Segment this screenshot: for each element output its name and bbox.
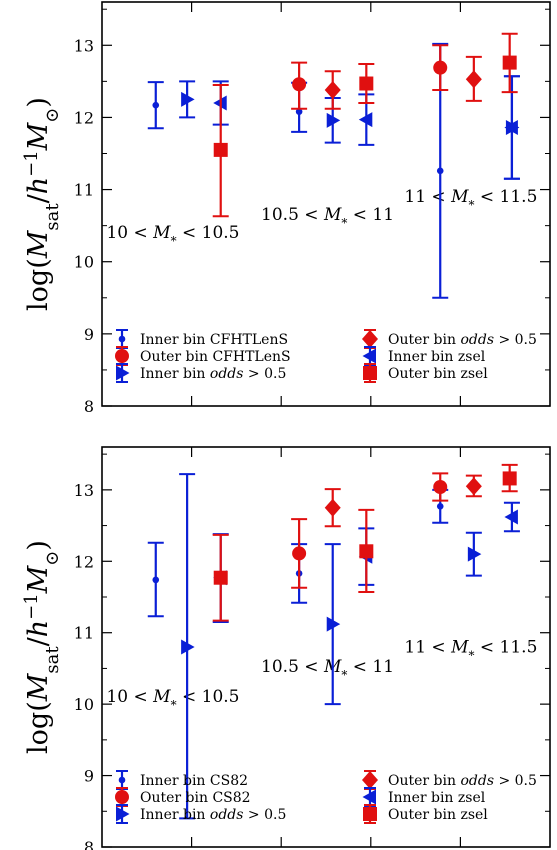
- data-point: [502, 471, 517, 486]
- legend-marker: [116, 365, 130, 381]
- data-point: [292, 546, 307, 561]
- data-point: [504, 509, 518, 525]
- legend-label: Inner bin odds > 0.5: [140, 366, 286, 382]
- legend-label: Outer bin odds > 0.5: [388, 773, 537, 789]
- mass-bin-annotation: 10 < M* < 10.5: [106, 223, 239, 248]
- legend-label: Inner bin CS82: [140, 773, 248, 789]
- data-point: [324, 81, 341, 100]
- data-point: [213, 570, 228, 585]
- legend-marker: [362, 789, 376, 805]
- legend-marker: [115, 790, 129, 804]
- legend-label: Outer bin CS82: [140, 790, 251, 806]
- y-tick-label: 11: [74, 181, 94, 200]
- legend-marker: [362, 771, 378, 789]
- data-point: [502, 55, 517, 70]
- legend-entry: Inner bin odds > 0.5: [116, 804, 286, 824]
- data-point: [326, 112, 341, 128]
- y-tick-label: 13: [74, 36, 94, 55]
- legend-entry: Outer bin odds > 0.5: [362, 329, 537, 349]
- data-point: [465, 70, 482, 89]
- plot-frame: [101, 1, 551, 407]
- y-tick-label: 8: [84, 397, 94, 416]
- plot-frame: [101, 446, 551, 848]
- legend-entry: Outer bin odds > 0.5: [362, 770, 537, 790]
- y-tick-label: 9: [84, 767, 94, 786]
- y-tick-label: 9: [84, 325, 94, 344]
- legend-label: Inner bin zsel: [388, 790, 486, 806]
- mass-bin-annotation: 11 < M* < 11.5: [404, 638, 537, 663]
- y-tick-label: 13: [74, 481, 94, 500]
- legend-marker: [363, 807, 377, 821]
- legend-marker: [115, 349, 129, 363]
- legend-marker: [362, 330, 378, 348]
- data-point: [433, 60, 448, 75]
- series-3: [324, 474, 482, 528]
- mass-bin-annotation: 11 < M* < 11.5: [404, 187, 537, 212]
- legend-entry: Inner bin CFHTLenS: [116, 329, 288, 349]
- data-point: [295, 108, 303, 115]
- data-point: [358, 112, 373, 128]
- data-point: [152, 101, 160, 109]
- panel-bottom: 8 9 10 11 12 13 log(Msat/h−1M⊙) 10 < M* < 10.5 1…: [21, 446, 551, 850]
- data-point: [436, 167, 444, 175]
- data-point: [436, 502, 444, 510]
- data-point: [181, 639, 195, 655]
- mass-bin-annotation: 10 < M* < 10.5: [106, 687, 239, 712]
- legend-label: Outer bin zsel: [388, 807, 488, 823]
- legend-marker: [116, 806, 130, 822]
- legend-marker: [362, 348, 376, 364]
- y-tick-label: 10: [74, 253, 94, 272]
- legend-entry: Outer bin zsel: [363, 363, 488, 383]
- data-point: [181, 91, 195, 107]
- series-3: [324, 55, 482, 110]
- legend-entry: Inner bin CS82: [116, 770, 248, 790]
- series-1: [291, 44, 449, 110]
- legend-label: Outer bin CFHTLenS: [140, 349, 291, 365]
- y-tick-label: 12: [74, 108, 94, 127]
- legend-entry: Outer bin CS82: [115, 787, 251, 807]
- mass-bin-annotation: 10.5 < M* < 11: [261, 205, 394, 230]
- data-point: [504, 120, 518, 136]
- series-1: [291, 472, 449, 589]
- legend-entry: Outer bin zsel: [363, 804, 488, 824]
- legend-entry: Inner bin zsel: [362, 346, 486, 366]
- data-point: [324, 498, 341, 517]
- series-5: [212, 32, 518, 218]
- y-tick-label: 12: [74, 552, 94, 571]
- data-point: [326, 616, 341, 632]
- data-point: [213, 142, 228, 157]
- legend-entry: Inner bin odds > 0.5: [116, 363, 286, 383]
- y-axis-label: log(Msat/h−1M⊙): [21, 97, 63, 311]
- data-point: [433, 480, 448, 494]
- data-point: [359, 76, 374, 91]
- y-axis-label: log(Msat/h−1M⊙): [21, 540, 63, 754]
- legend-marker: [118, 335, 126, 343]
- y-tick-label: 11: [74, 624, 94, 643]
- legend-entry: Outer bin CFHTLenS: [115, 346, 291, 366]
- legend-label: Inner bin CFHTLenS: [140, 332, 288, 348]
- data-point: [467, 546, 482, 562]
- y-tick-label: 10: [74, 695, 94, 714]
- legend-marker: [363, 366, 377, 380]
- legend-label: Outer bin zsel: [388, 366, 488, 382]
- y-tick-label: 8: [84, 838, 94, 850]
- legend-label: Inner bin zsel: [388, 349, 486, 365]
- panel-top: 8 9 10 11 12 13 log(Msat/h−1M⊙) 10 < M* < 10.5 1…: [21, 1, 551, 416]
- data-point: [292, 77, 307, 92]
- series-2: [179, 473, 482, 820]
- data-point: [359, 544, 374, 559]
- data-point: [465, 477, 482, 496]
- series-2: [179, 75, 520, 180]
- legend-entry: Inner bin zsel: [362, 787, 486, 807]
- data-point: [152, 576, 160, 584]
- legend-label: Inner bin odds > 0.5: [140, 807, 286, 823]
- legend-marker: [118, 776, 126, 784]
- mass-bin-annotation: 10.5 < M* < 11: [261, 657, 394, 682]
- series-5: [212, 463, 518, 622]
- legend-label: Outer bin odds > 0.5: [388, 332, 537, 348]
